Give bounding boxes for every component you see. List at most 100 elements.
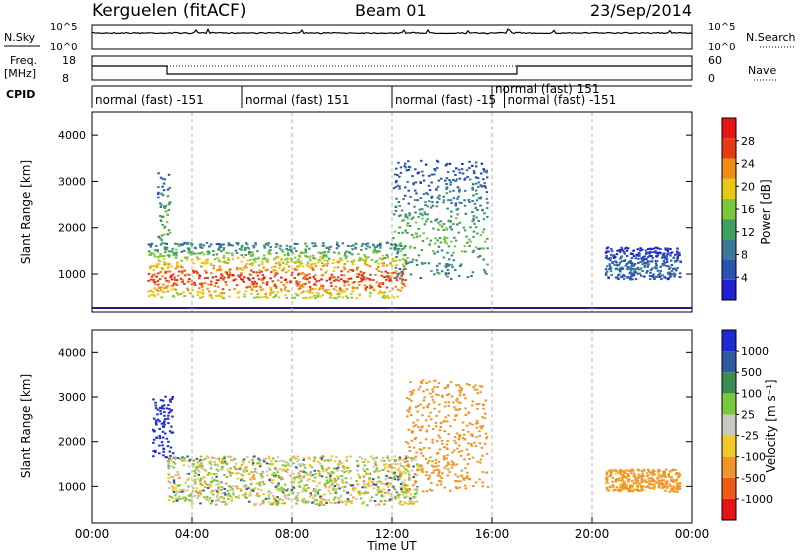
data-cell xyxy=(404,267,407,270)
data-cell xyxy=(397,458,401,461)
data-cell xyxy=(464,414,467,416)
data-cell xyxy=(228,470,231,473)
data-cell xyxy=(430,489,434,492)
data-cell xyxy=(231,489,235,492)
data-cell xyxy=(203,480,206,483)
colorbar-swatch xyxy=(722,198,736,220)
data-cell xyxy=(422,406,425,409)
data-cell xyxy=(274,486,278,488)
data-cell xyxy=(247,473,250,476)
data-cell xyxy=(645,258,648,260)
data-cell xyxy=(333,485,337,487)
data-cell xyxy=(474,189,478,192)
data-cell xyxy=(442,201,445,204)
data-cell xyxy=(630,485,634,488)
data-cell xyxy=(405,397,409,399)
data-cell xyxy=(655,255,658,258)
data-cell xyxy=(186,287,189,290)
data-cell xyxy=(475,199,479,202)
data-cell xyxy=(325,264,328,267)
data-cell xyxy=(629,278,632,281)
data-cell xyxy=(472,217,475,220)
data-cell xyxy=(379,283,383,286)
data-cell xyxy=(380,481,383,484)
data-cell xyxy=(456,197,459,200)
data-cell xyxy=(468,160,471,163)
data-cell xyxy=(227,257,230,260)
data-cell xyxy=(172,284,175,287)
data-cell xyxy=(350,292,353,295)
data-cell xyxy=(446,420,449,423)
data-cell xyxy=(396,475,400,478)
data-cell xyxy=(447,463,450,466)
data-cell xyxy=(171,497,174,500)
data-cell xyxy=(328,476,332,479)
data-cell xyxy=(421,467,424,470)
data-cell xyxy=(315,499,319,502)
data-cell xyxy=(238,275,241,278)
data-cell xyxy=(387,489,391,492)
data-cell xyxy=(420,464,423,467)
data-cell xyxy=(280,276,283,279)
data-cell xyxy=(638,254,641,257)
data-cell xyxy=(394,181,398,184)
data-cell xyxy=(292,462,295,465)
data-cell xyxy=(393,471,396,474)
data-cell xyxy=(217,285,220,288)
data-cell xyxy=(197,470,201,473)
data-cell xyxy=(337,279,340,282)
data-cell xyxy=(431,428,435,431)
data-cell xyxy=(200,462,203,465)
data-cell xyxy=(280,486,283,489)
data-cell xyxy=(399,462,402,465)
data-cell xyxy=(670,264,674,266)
data-cell xyxy=(481,485,484,488)
data-cell xyxy=(215,483,218,486)
data-cell xyxy=(153,255,157,258)
data-cell xyxy=(171,273,175,276)
data-cell xyxy=(182,464,185,467)
data-cell xyxy=(398,268,402,270)
data-cell xyxy=(411,258,415,261)
data-cell xyxy=(402,198,405,201)
data-cell xyxy=(161,268,165,271)
data-cell xyxy=(374,273,377,276)
data-cell xyxy=(313,490,317,493)
data-cell xyxy=(216,269,219,272)
data-cell xyxy=(402,265,406,268)
data-cell xyxy=(305,274,308,277)
data-cell xyxy=(167,263,171,266)
data-cell xyxy=(218,268,221,271)
data-cell xyxy=(475,403,478,406)
data-cell xyxy=(676,490,679,493)
data-cell xyxy=(643,275,646,278)
data-cell xyxy=(241,494,245,497)
data-cell xyxy=(414,211,417,214)
data-cell xyxy=(236,266,239,269)
data-cell xyxy=(345,481,348,484)
data-cell xyxy=(306,278,309,281)
data-cell xyxy=(182,249,185,252)
data-cell xyxy=(476,232,479,235)
data-cell xyxy=(344,466,347,468)
data-cell xyxy=(479,385,482,388)
data-cell xyxy=(367,256,370,259)
data-cell xyxy=(194,270,197,273)
data-cell xyxy=(439,421,443,424)
data-cell xyxy=(408,489,411,492)
data-cell xyxy=(397,478,400,481)
data-cell xyxy=(357,281,361,283)
data-cell xyxy=(216,494,219,497)
data-cell xyxy=(471,188,474,191)
data-cell xyxy=(400,465,403,468)
data-cell xyxy=(261,470,264,473)
data-cell xyxy=(415,474,418,477)
data-cell xyxy=(425,382,428,384)
data-cell xyxy=(212,267,215,270)
data-cell xyxy=(278,489,281,492)
data-cell xyxy=(172,489,176,492)
data-cell xyxy=(670,259,673,262)
data-cell xyxy=(309,465,312,468)
data-cell xyxy=(412,421,415,424)
data-cell xyxy=(204,486,207,489)
